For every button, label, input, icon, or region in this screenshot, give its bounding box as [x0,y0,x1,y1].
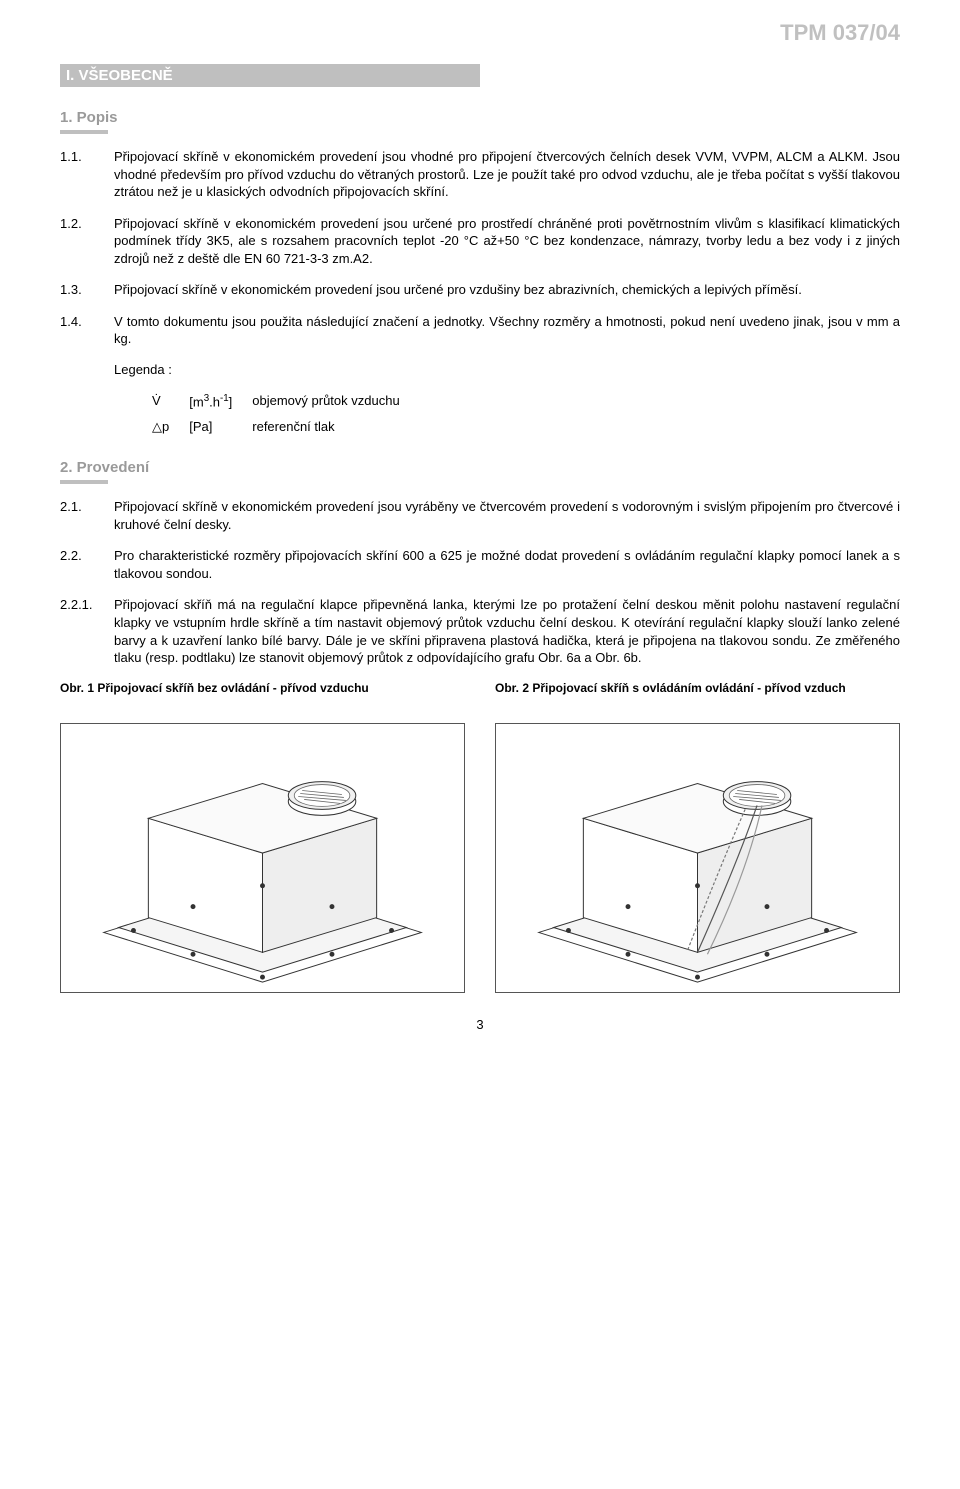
para-1-4: 1.4. V tomto dokumentu jsou použita násl… [60,313,900,348]
legend-label: Legenda : [114,362,900,377]
legend-row: △p [Pa] referenční tlak [152,415,418,439]
para-2-2-1: 2.2.1. Připojovací skříň má na regulační… [60,596,900,666]
para-2-2: 2.2. Pro charakteristické rozměry připoj… [60,547,900,582]
para-num: 1.3. [60,281,114,299]
figure-2: Obr. 2 Připojovací skříň s ovládáním ovl… [495,681,900,993]
para-body: V tomto dokumentu jsou použita následují… [114,313,900,348]
figure-caption: Obr. 1 Připojovací skříň bez ovládání - … [60,681,465,715]
legend-desc: referenční tlak [252,415,417,439]
para-num: 1.2. [60,215,114,268]
legend-symbol: △p [152,415,187,439]
para-2-1: 2.1. Připojovací skříně v ekonomickém pr… [60,498,900,533]
subheading-underline [60,480,108,484]
para-body: Připojovací skříně v ekonomickém provede… [114,148,900,201]
para-body: Připojovací skříně v ekonomickém provede… [114,215,900,268]
figure-image [495,723,900,993]
para-body: Připojovací skříně v ekonomickém provede… [114,498,900,533]
legend-unit: [m3.h-1] [189,389,250,413]
para-1-2: 1.2. Připojovací skříně v ekonomickém pr… [60,215,900,268]
page-number: 3 [60,1017,900,1032]
figure-1: Obr. 1 Připojovací skříň bez ovládání - … [60,681,465,993]
legend-symbol: V̇ [152,389,187,413]
legend-unit: [Pa] [189,415,250,439]
para-1-1: 1.1. Připojovací skříně v ekonomickém pr… [60,148,900,201]
para-1-3: 1.3. Připojovací skříně v ekonomickém pr… [60,281,900,299]
para-body: Připojovací skříň má na regulační klapce… [114,596,900,666]
para-body: Pro charakteristické rozměry připojovací… [114,547,900,582]
figure-image [60,723,465,993]
subheading-popis: 1. Popis [60,109,900,126]
doc-code: TPM 037/04 [60,20,900,46]
para-body: Připojovací skříně v ekonomickém provede… [114,281,900,299]
para-num: 1.4. [60,313,114,348]
legend-table: V̇ [m3.h-1] objemový průtok vzduchu △p [… [150,387,420,441]
section-heading: I. VŠEOBECNĚ [60,64,480,87]
para-num: 2.1. [60,498,114,533]
subheading-provedeni: 2. Provedení [60,459,900,476]
subheading-underline [60,130,108,134]
para-num: 2.2.1. [60,596,114,666]
figure-row: Obr. 1 Připojovací skříň bez ovládání - … [60,681,900,993]
legend-desc: objemový průtok vzduchu [252,389,417,413]
para-num: 2.2. [60,547,114,582]
figure-caption: Obr. 2 Připojovací skříň s ovládáním ovl… [495,681,900,715]
legend-row: V̇ [m3.h-1] objemový průtok vzduchu [152,389,418,413]
para-num: 1.1. [60,148,114,201]
